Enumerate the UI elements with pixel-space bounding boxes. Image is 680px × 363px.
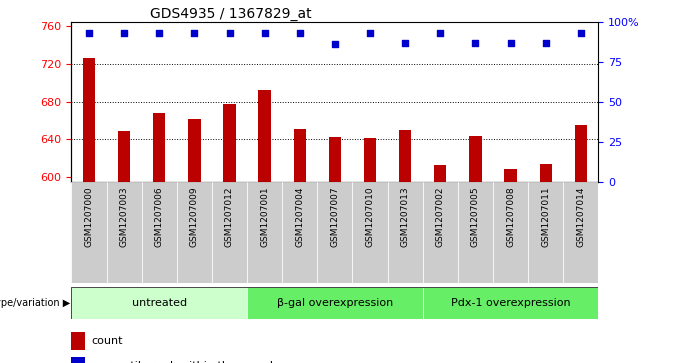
Bar bbox=[188, 119, 201, 182]
Bar bbox=[212, 182, 247, 283]
Text: untreated: untreated bbox=[132, 298, 187, 308]
Text: GSM1207007: GSM1207007 bbox=[330, 187, 339, 247]
Bar bbox=[71, 357, 85, 363]
Point bbox=[329, 41, 340, 47]
Point bbox=[154, 30, 165, 36]
Text: GSM1207010: GSM1207010 bbox=[366, 187, 375, 247]
Point bbox=[400, 40, 411, 45]
Point bbox=[224, 30, 235, 36]
Bar bbox=[223, 105, 236, 182]
Point bbox=[259, 30, 270, 36]
Bar bbox=[71, 182, 107, 283]
Text: GSM1207004: GSM1207004 bbox=[295, 187, 304, 247]
Point bbox=[118, 30, 129, 36]
Bar bbox=[71, 287, 247, 319]
Bar bbox=[388, 182, 423, 283]
Text: β-gal overexpression: β-gal overexpression bbox=[277, 298, 393, 308]
Text: count: count bbox=[92, 336, 123, 346]
Point bbox=[575, 30, 586, 36]
Text: percentile rank within the sample: percentile rank within the sample bbox=[92, 361, 279, 363]
Bar bbox=[434, 164, 447, 182]
Bar bbox=[328, 137, 341, 182]
Bar bbox=[493, 182, 528, 283]
Bar bbox=[118, 131, 131, 182]
Text: GSM1207014: GSM1207014 bbox=[577, 187, 585, 247]
Text: GSM1207001: GSM1207001 bbox=[260, 187, 269, 247]
Text: genotype/variation ▶: genotype/variation ▶ bbox=[0, 298, 70, 308]
Text: GSM1207005: GSM1207005 bbox=[471, 187, 480, 247]
Point bbox=[470, 40, 481, 45]
Bar bbox=[107, 182, 141, 283]
Bar bbox=[294, 129, 306, 182]
Bar bbox=[318, 182, 352, 283]
Bar bbox=[458, 182, 493, 283]
Point bbox=[294, 30, 305, 36]
Bar bbox=[247, 287, 423, 319]
Bar bbox=[563, 182, 598, 283]
Point bbox=[435, 30, 446, 36]
Bar bbox=[258, 90, 271, 182]
Text: GSM1207000: GSM1207000 bbox=[84, 187, 93, 247]
Text: Pdx-1 overexpression: Pdx-1 overexpression bbox=[451, 298, 571, 308]
Bar bbox=[153, 113, 165, 182]
Text: GSM1207002: GSM1207002 bbox=[436, 187, 445, 247]
Bar bbox=[528, 182, 563, 283]
Point bbox=[505, 40, 516, 45]
Bar bbox=[141, 182, 177, 283]
Bar bbox=[399, 130, 411, 182]
Text: GSM1207013: GSM1207013 bbox=[401, 187, 409, 247]
Text: GSM1207008: GSM1207008 bbox=[506, 187, 515, 247]
Bar bbox=[423, 182, 458, 283]
Point bbox=[541, 40, 551, 45]
Bar bbox=[177, 182, 212, 283]
Bar bbox=[364, 138, 376, 182]
Text: GSM1207003: GSM1207003 bbox=[120, 187, 129, 247]
Bar bbox=[352, 182, 388, 283]
Text: GSM1207009: GSM1207009 bbox=[190, 187, 199, 247]
Bar bbox=[469, 136, 481, 182]
Text: GSM1207006: GSM1207006 bbox=[155, 187, 164, 247]
Point bbox=[189, 30, 200, 36]
Bar bbox=[247, 182, 282, 283]
Text: GSM1207012: GSM1207012 bbox=[225, 187, 234, 247]
Bar bbox=[539, 164, 552, 182]
Point bbox=[364, 30, 375, 36]
Point bbox=[84, 30, 95, 36]
Text: GSM1207011: GSM1207011 bbox=[541, 187, 550, 247]
Bar bbox=[505, 169, 517, 182]
Bar bbox=[282, 182, 318, 283]
Bar bbox=[423, 287, 598, 319]
Bar bbox=[83, 58, 95, 182]
Bar bbox=[575, 125, 587, 182]
Bar bbox=[71, 332, 85, 350]
Text: GDS4935 / 1367829_at: GDS4935 / 1367829_at bbox=[150, 7, 312, 21]
